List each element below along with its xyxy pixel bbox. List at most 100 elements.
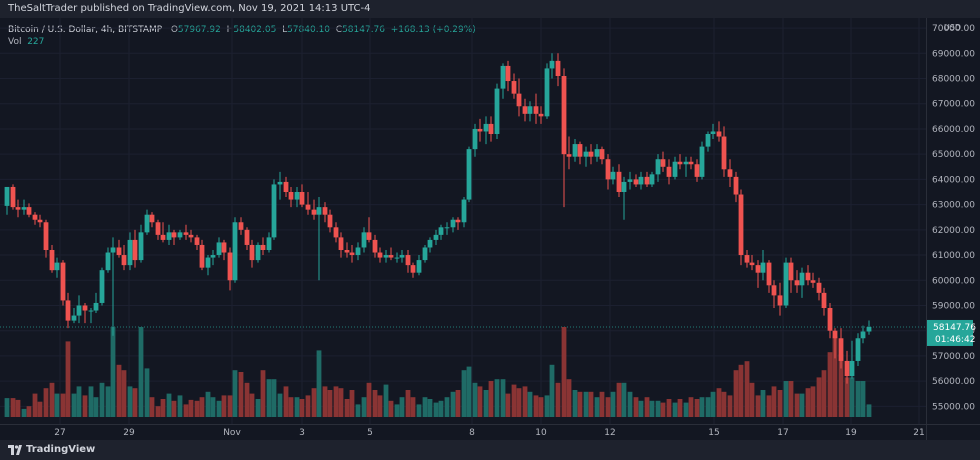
volume-bar bbox=[533, 395, 539, 417]
volume-row: Vol 227 bbox=[8, 36, 476, 48]
volume-label[interactable]: Vol bbox=[8, 37, 22, 47]
candle-body bbox=[472, 128, 478, 150]
volume-bar bbox=[727, 395, 733, 417]
volume-bar bbox=[500, 379, 506, 417]
volume-bar bbox=[821, 370, 827, 417]
volume-bar bbox=[210, 397, 216, 417]
candle-body bbox=[749, 262, 755, 266]
candle-body bbox=[71, 315, 77, 321]
candle-body bbox=[65, 300, 71, 321]
volume-bar bbox=[610, 391, 616, 417]
volume-bar bbox=[549, 364, 555, 417]
candle-body bbox=[461, 199, 467, 223]
volume-bar bbox=[716, 388, 722, 417]
candle-body bbox=[76, 305, 82, 316]
candle-body bbox=[305, 204, 311, 210]
candle-body bbox=[366, 232, 372, 240]
candle-body bbox=[372, 239, 378, 253]
candle-body bbox=[149, 214, 155, 223]
candle-body bbox=[738, 194, 744, 256]
open-value: 57967.92 bbox=[177, 25, 221, 35]
volume-bar bbox=[121, 370, 127, 417]
price-tick-label: 55000.00 bbox=[932, 402, 975, 412]
candle-body bbox=[555, 60, 561, 76]
candle-body bbox=[488, 123, 494, 134]
currency-label: USD bbox=[944, 23, 961, 32]
volume-bar bbox=[605, 397, 611, 417]
volume-bar bbox=[399, 397, 405, 417]
volume-bar bbox=[844, 377, 850, 417]
candle-body bbox=[849, 360, 855, 377]
candle-body bbox=[572, 144, 578, 157]
candlestick-chart[interactable]: 70000.00 69000.00 68000.00 67000.00 66000.00… bbox=[0, 18, 980, 440]
price-tick-label: 68000.00 bbox=[932, 75, 975, 85]
candle-body bbox=[599, 149, 605, 160]
candle-body bbox=[271, 184, 277, 238]
symbol-name[interactable]: Bitcoin / U.S. Dollar, 4h, BITSTAMP bbox=[8, 25, 163, 35]
volume-bar bbox=[199, 397, 205, 417]
volume-bar bbox=[849, 377, 855, 417]
volume-bar bbox=[583, 391, 589, 417]
candle-body bbox=[688, 161, 694, 165]
candle-body bbox=[694, 164, 700, 177]
candle-body bbox=[311, 209, 317, 215]
tradingview-logo-icon bbox=[8, 445, 22, 455]
candle-body bbox=[60, 262, 66, 301]
volume-bar bbox=[749, 382, 755, 417]
candle-body bbox=[455, 219, 461, 223]
volume-bar bbox=[71, 393, 77, 417]
volume-bar bbox=[4, 398, 10, 417]
volume-bar bbox=[566, 379, 572, 417]
candle-body bbox=[194, 237, 200, 245]
candle-body bbox=[344, 250, 350, 253]
candle-body bbox=[138, 232, 144, 261]
candle-body bbox=[744, 255, 750, 263]
last-price-label: 58147.76 bbox=[933, 323, 976, 333]
candle-body bbox=[244, 229, 250, 245]
candle-body bbox=[588, 151, 594, 157]
volume-bar bbox=[294, 397, 300, 417]
volume-bar bbox=[710, 391, 716, 417]
volume-bar bbox=[594, 397, 600, 417]
candle-body bbox=[221, 242, 227, 253]
volume-bar bbox=[127, 386, 133, 417]
candle-body bbox=[249, 244, 255, 261]
candle-body bbox=[394, 257, 400, 259]
candle-body bbox=[227, 252, 233, 281]
volume-bar bbox=[43, 388, 49, 417]
price-change: +168.13 (+0.29%) bbox=[390, 25, 476, 35]
candle-body bbox=[705, 134, 711, 147]
close-label: C bbox=[335, 25, 343, 35]
candle-body bbox=[683, 161, 689, 165]
candle-body bbox=[427, 239, 433, 248]
candle-body bbox=[177, 232, 183, 238]
time-tick-label: 15 bbox=[708, 428, 719, 438]
candle-body bbox=[199, 244, 205, 268]
open-label: O bbox=[170, 25, 178, 35]
volume-bar bbox=[149, 397, 155, 417]
candle-body bbox=[494, 88, 500, 134]
candle-body bbox=[466, 149, 472, 200]
candle-body bbox=[93, 302, 99, 311]
volume-bar bbox=[860, 381, 866, 417]
volume-bar bbox=[15, 399, 21, 417]
volume-bar bbox=[105, 386, 111, 417]
volume-bar bbox=[244, 382, 250, 417]
candle-body bbox=[160, 234, 166, 240]
candle-body bbox=[294, 192, 300, 200]
candle-body bbox=[860, 331, 866, 339]
candle-body bbox=[516, 93, 522, 107]
candle-body bbox=[505, 65, 511, 82]
candle-body bbox=[37, 219, 43, 223]
volume-bar bbox=[627, 391, 633, 417]
volume-bar bbox=[116, 364, 122, 417]
volume-bar bbox=[355, 404, 361, 417]
volume-bar bbox=[855, 381, 861, 417]
volume-bar bbox=[649, 400, 655, 417]
candle-body bbox=[255, 244, 261, 261]
volume-bar bbox=[238, 372, 244, 417]
volume-bar bbox=[660, 402, 666, 417]
volume-bar bbox=[616, 382, 622, 417]
volume-bar bbox=[522, 386, 528, 417]
time-tick-label: 8 bbox=[469, 428, 475, 438]
